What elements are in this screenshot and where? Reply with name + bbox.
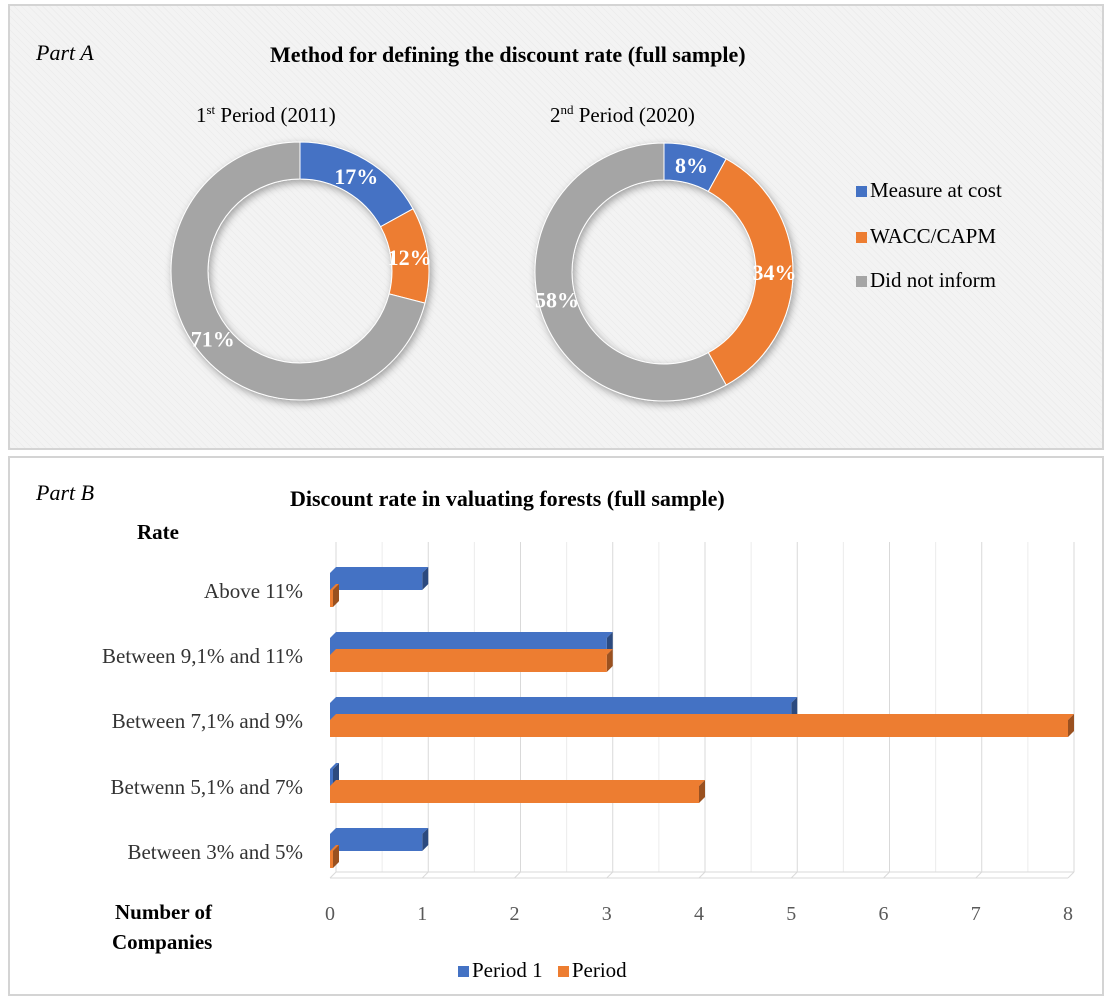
x-axis-label-line2: Companies [112, 930, 213, 954]
grid-line-floor [1067, 871, 1075, 879]
bar-top-face [330, 697, 798, 703]
bar-period [330, 780, 705, 803]
bar-side-face [333, 845, 339, 868]
donut-1 [170, 141, 430, 401]
bar-top-face [330, 780, 705, 786]
bar-top-face [330, 828, 429, 834]
legend-swatch-blue [856, 186, 867, 197]
donut-1-title-prefix: 1 [196, 103, 207, 127]
x-tick-label: 5 [786, 903, 796, 925]
bar-top-face [330, 649, 613, 655]
bar-top-face [330, 763, 339, 769]
legend-label-period: Period [571, 958, 627, 982]
bar-top-face [330, 714, 1074, 720]
legend-swatch-period [557, 966, 569, 977]
x-tick-label: 4 [694, 903, 704, 925]
part-a-title: Method for defining the discount rate (f… [270, 42, 746, 67]
donut-1-slice-did-not-inform [170, 141, 426, 401]
part-b-tag: Part B [36, 480, 95, 505]
bar-top-face [330, 584, 339, 590]
grid-line-floor [606, 871, 614, 879]
legend-item-wacc-capm: WACC/CAPM [856, 224, 996, 249]
grid-line-floor [883, 871, 890, 879]
bar-top-face [330, 567, 429, 573]
donut-2-title-sup: nd [560, 102, 574, 117]
bar-period [330, 649, 613, 672]
donut-2-data-label: 8% [675, 153, 708, 178]
x-tick-label: 3 [602, 903, 612, 925]
bar-front-face [330, 769, 333, 786]
donut-1-title: 1st Period (2011) [196, 102, 336, 128]
legend-label: Did not inform [870, 268, 996, 292]
bar-period [330, 845, 339, 868]
part-b-title: Discount rate in valuating forests (full… [290, 486, 725, 511]
donut-2-slice-wacc-capm [707, 158, 794, 386]
bar-side-face [333, 584, 339, 607]
bar-period [330, 714, 1074, 737]
legend-item-measure-at-cost: Measure at cost [856, 178, 1002, 203]
category-label: Between 3% and 5% [127, 840, 303, 864]
category-label: Between 9,1% and 11% [102, 644, 303, 668]
x-axis-label-line1: Number of [115, 900, 213, 924]
legend-item-did-not-inform: Did not inform [856, 268, 996, 293]
x-tick-label: 7 [971, 903, 981, 925]
bar-front-face [330, 655, 607, 672]
bar-front-face [330, 851, 333, 868]
bar-period-1 [330, 828, 429, 851]
x-tick-label: 1 [417, 903, 427, 925]
grid-line-floor [975, 871, 983, 879]
bar-legend: Period 1 Period [458, 958, 627, 983]
donut-1-data-label: 71% [191, 327, 235, 352]
legend-swatch-gray [856, 276, 867, 287]
x-tick-label: 2 [510, 903, 520, 925]
grid-line-floor [790, 871, 798, 879]
category-label: Above 11% [204, 579, 303, 603]
legend-swatch-period-1 [458, 966, 469, 977]
donut-1-title-rest: Period (2011) [215, 103, 336, 127]
bar-front-face [330, 834, 423, 851]
donut-1-data-label: 12% [388, 245, 432, 270]
bar-side-face [1068, 714, 1074, 737]
donut-2-data-label: 34% [753, 260, 797, 285]
donut-2-title-prefix: 2 [550, 103, 561, 127]
grid-line-floor [698, 871, 706, 879]
bar-side-face [422, 828, 429, 851]
donut-2-title-rest: Period (2020) [573, 103, 695, 127]
donut-2 [534, 142, 794, 402]
category-label: Between 7,1% and 9% [112, 709, 303, 733]
bar-top-face [330, 632, 613, 638]
x-tick-label: 6 [879, 903, 889, 925]
donut-2-data-label: 58% [535, 287, 579, 312]
donut-2-slice-did-not-inform [534, 142, 727, 402]
bar-top-face [330, 845, 339, 851]
x-tick-label: 0 [325, 903, 335, 925]
bar-side-face [699, 780, 705, 803]
bar-side-face [606, 649, 613, 672]
bar-front-face [330, 720, 1068, 737]
legend-label-period-1: Period 1 [472, 958, 543, 982]
bar-period [330, 584, 339, 607]
y-axis-label: Rate [137, 520, 179, 544]
legend-label: WACC/CAPM [870, 224, 997, 248]
bar-side-face [422, 567, 429, 590]
legend-swatch-orange [856, 232, 867, 243]
category-label: Betwenn 5,1% and 7% [111, 775, 303, 799]
bar-front-face [330, 573, 423, 590]
grid-line-floor [329, 871, 337, 879]
grid-line-floor [514, 871, 521, 879]
bar-period-1 [330, 567, 429, 590]
part-a-tag: Part A [36, 40, 94, 65]
legend-label: Measure at cost [870, 178, 1002, 202]
donut-1-title-sup: st [206, 102, 216, 117]
donut-2-title: 2nd Period (2020) [550, 102, 695, 128]
donut-1-data-label: 17% [334, 164, 378, 189]
grid-line-floor [421, 871, 429, 879]
x-tick-label: 8 [1063, 903, 1073, 925]
bar-front-face [330, 590, 333, 607]
bar-front-face [330, 786, 699, 803]
